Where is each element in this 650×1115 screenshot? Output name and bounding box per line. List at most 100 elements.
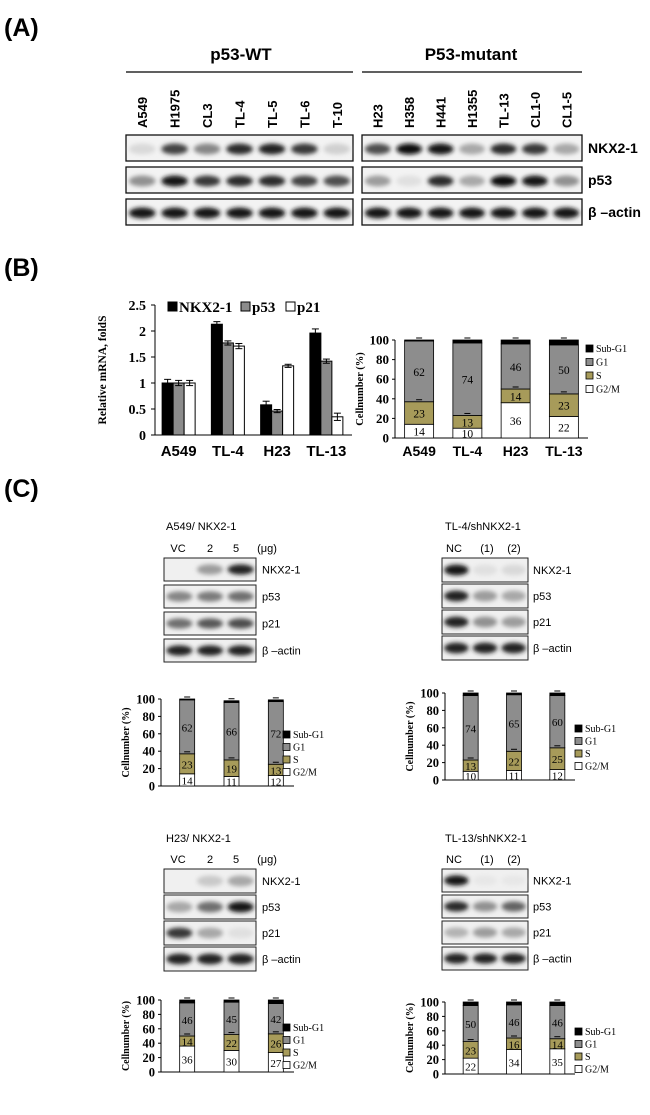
blot-band: [227, 953, 254, 965]
blot-band: [227, 875, 254, 887]
legend-label: G2/M: [293, 768, 317, 779]
blot-a-mut-row-band: [364, 175, 391, 187]
blot-a-mut-row-band: [459, 207, 485, 219]
segment-value-label: 10: [465, 771, 477, 783]
blot-title: TL-4/shNKX2-1: [445, 521, 521, 533]
blot-band: [227, 901, 254, 913]
segment-value-label: 14: [182, 1037, 194, 1049]
x-tick-label: TL-4: [212, 443, 244, 460]
y-tick-label: 100: [136, 693, 155, 707]
blot-band: [444, 642, 469, 654]
y-tick-label: 0.5: [129, 403, 147, 418]
segment-value-label: 46: [552, 1018, 564, 1030]
legend-label: Sub-G1: [596, 344, 627, 355]
segment-value-label: 14: [182, 775, 194, 787]
panel-a-blots: A549 H1975 CL3 TL-4 TL-5 TL-6 T-10 H23 H358 H441 H…: [125, 90, 641, 226]
legend-label: Sub-G1: [293, 730, 324, 741]
legend-label: G1: [585, 737, 597, 748]
legend-swatch: [240, 301, 251, 312]
segment-value-label: 23: [465, 1045, 477, 1057]
segment-value-label: 35: [552, 1057, 564, 1069]
segment-value-label: 11: [509, 771, 520, 783]
blot-row-label: β –actin: [533, 643, 572, 655]
segment-value-label: 12: [552, 770, 563, 782]
segment-value-label: 30: [226, 1057, 238, 1069]
segment-value-label: 27: [270, 1058, 282, 1070]
blot-a-mut-row-band: [396, 207, 423, 219]
legend-swatch: [282, 755, 291, 764]
blot-band: [196, 591, 224, 602]
blot-a-mut-row-band: [521, 207, 548, 219]
blot-a-wt-row-band: [226, 143, 253, 155]
blot-panel-c-0: A549/ NKX2-1 VC 2 5 (μg) NKX2-1 p53 p21 β –actin: [163, 521, 301, 663]
lane-label: (1): [480, 543, 493, 555]
cell-cycle-chart-b: 0 20 40 60 80 100 Cellnumber (%) 14 23 62 A549 1013…: [355, 333, 627, 460]
blot-row-label: p53: [262, 592, 280, 604]
bar: [161, 382, 174, 436]
y-axis-label: Cellnumber (%): [405, 701, 416, 771]
blot-band: [196, 618, 224, 629]
y-tick-label: 100: [420, 996, 439, 1010]
blot-a-mut-row-band: [490, 175, 517, 187]
legend-label: Sub-G1: [293, 1023, 324, 1034]
legend-label: S: [585, 1052, 591, 1063]
segment-value-label: 14: [510, 391, 522, 403]
blot-a-mut-row-band: [553, 175, 580, 187]
stack-segment: [223, 700, 240, 703]
legend-swatch: [574, 1065, 583, 1073]
blot-band: [501, 953, 526, 964]
legend-swatch: [282, 743, 291, 751]
blot-band: [166, 645, 193, 656]
legend-swatch: [285, 301, 296, 312]
bar: [260, 404, 273, 436]
y-tick-label: 80: [427, 704, 440, 718]
y-axis-label: Relative mRNA, foldS: [97, 316, 109, 425]
y-tick-label: 80: [143, 1008, 156, 1022]
blot-a-wt-row-band: [128, 143, 156, 155]
lane-label: (2): [507, 543, 520, 555]
legend-swatch: [282, 730, 291, 739]
blot-band: [444, 875, 469, 886]
blot-band: [501, 875, 526, 886]
stack-segment: [549, 1001, 566, 1006]
lane-label: TL-5: [265, 101, 280, 128]
legend-swatch: [282, 768, 291, 776]
blot-band: [472, 590, 498, 602]
stack-segment: [223, 999, 240, 1003]
blot-a-mut-row-band: [490, 143, 517, 155]
blot-band: [227, 618, 254, 629]
y-tick-label: 20: [143, 762, 156, 776]
lane-label: H1355: [465, 90, 480, 128]
blot-band: [501, 927, 526, 938]
blot-a-mut-row-band: [553, 143, 580, 155]
y-tick-label: 40: [427, 739, 440, 753]
blot-band: [472, 953, 498, 964]
y-tick-label: 1: [139, 377, 146, 392]
blot-a-mut-row-band: [427, 175, 454, 187]
blot-a-mut-row-band: [427, 207, 454, 219]
legend-swatch: [282, 1061, 291, 1069]
legend-swatch: [574, 1040, 583, 1048]
segment-value-label: 62: [413, 367, 425, 379]
legend-label: G1: [585, 1040, 597, 1051]
segment-value-label: 42: [270, 1014, 281, 1026]
lane-label: NC: [446, 543, 462, 555]
segment-value-label: 46: [182, 1015, 194, 1027]
segment-value-label: 46: [509, 1017, 521, 1029]
blot-band: [227, 645, 254, 656]
stack-segment: [267, 699, 284, 703]
y-tick-label: 80: [376, 352, 389, 367]
legend-label: S: [596, 371, 602, 382]
segment-value-label: 14: [413, 427, 425, 439]
y-tick-label: 1.5: [129, 351, 147, 366]
blot-a-wt-row-band: [161, 207, 188, 219]
segment-value-label: 23: [413, 409, 425, 421]
segment-value-label: 74: [465, 723, 477, 735]
panel-label-a: (A): [4, 14, 39, 42]
segment-value-label: 12: [270, 776, 281, 788]
legend-swatch: [574, 749, 583, 758]
segment-value-label: 13: [465, 761, 477, 773]
y-tick-label: 0: [139, 429, 146, 444]
mrna-bar-chart: 0 0.5 1 1.5 2 2.5 Relative mRNA, foldS A549 TL-4…: [97, 299, 352, 460]
